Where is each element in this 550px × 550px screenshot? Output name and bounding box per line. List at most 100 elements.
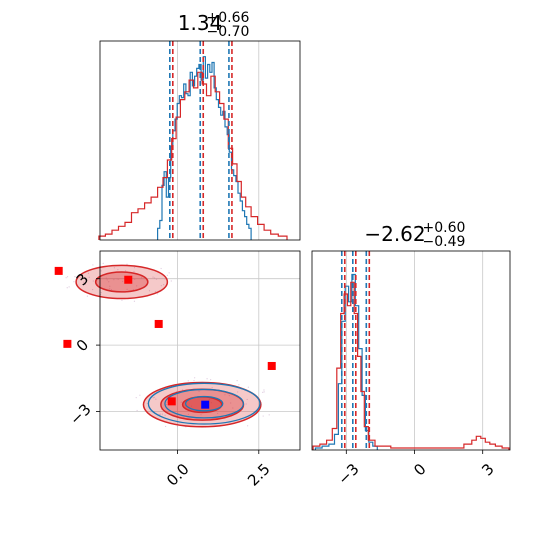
scatter-sample-dot [80, 277, 82, 279]
hist-panel-param1: 1.34 +0.66 −0.70 [98, 10, 301, 241]
scatter-sample-dot [122, 280, 124, 283]
scatter-sample-dot [159, 413, 161, 415]
hist1-title-sub: −0.70 [207, 24, 250, 40]
scatter-sample-dot [108, 281, 110, 283]
scatter-sample-dot [148, 290, 151, 292]
scatter-sample-dot [187, 413, 190, 415]
red-square-marker-5 [267, 361, 276, 370]
scatter-dots [65, 262, 270, 428]
scatter-sample-dot [84, 279, 86, 281]
scatter-sample-dot [161, 413, 163, 415]
scatter-sample-dot [263, 389, 265, 391]
hist1-frame [99, 40, 301, 241]
red-square-marker-4 [167, 397, 176, 406]
hist1-grid [177, 41, 260, 240]
scatter-sample-dot [136, 285, 138, 287]
scatter-sample-dot [153, 396, 155, 398]
hist1-title-sup: +0.66 [207, 10, 250, 26]
scatter-sample-dot [268, 414, 270, 416]
scatter-sample-dot [187, 380, 189, 382]
scatter-sample-dot [228, 395, 230, 397]
scatter-sample-dot [106, 279, 108, 281]
scatter-sample-dot [198, 390, 200, 392]
scatter-sample-dot [117, 269, 119, 271]
contour-red-c1-l0 [75, 264, 169, 300]
scatter-sample-dot [65, 277, 67, 279]
scatter-sample-dot [134, 278, 136, 280]
scatter-sample-dot [136, 409, 138, 412]
scatter-sample-dot [100, 270, 102, 272]
scatter-sample-dot [133, 270, 135, 273]
scatter-sample-dot [155, 398, 157, 400]
scatter-sample-dot [262, 415, 264, 417]
scatter-sample-dot [133, 267, 136, 269]
scatter-sample-dot [200, 414, 202, 416]
scatter-sample-dot [140, 277, 143, 279]
contour-blue-c0-l2 [184, 395, 224, 412]
scatter-sample-dot [100, 291, 102, 294]
scatter-sample-dot [87, 272, 90, 275]
contour-blue-c0-l0 [147, 382, 261, 425]
scatter-sample-dot [263, 391, 265, 393]
hist1-title-main: 1.34 [178, 11, 223, 35]
scatter-sample-dot [155, 278, 158, 280]
scatter-sample-dot [168, 272, 170, 274]
hist2-xtick-label--3: −3 [334, 460, 362, 488]
scatter-markers [54, 266, 276, 409]
scatter-sample-dot [166, 403, 168, 406]
scatter-sample-dot [113, 278, 115, 281]
blue-square-marker [201, 400, 210, 409]
scatter-sample-dot [83, 281, 85, 283]
red-square-marker-0 [54, 266, 63, 275]
hist2-title-sup: +0.60 [423, 220, 466, 236]
hist-line-red [312, 281, 510, 450]
hist2-xtick-label-3: 3 [478, 460, 497, 479]
scatter-sample-dot [247, 425, 249, 427]
contour-blue-c0-l1 [164, 388, 245, 419]
scatter-sample-dot [160, 267, 162, 270]
scatter-sample-dot [139, 394, 141, 396]
red-square-marker-2 [63, 339, 72, 348]
scatter-sample-dot [217, 412, 219, 415]
scatter-sample-dot [92, 264, 94, 266]
scatter-sample-dot [238, 384, 240, 386]
hist1-quantiles [169, 41, 233, 240]
scatter-sample-dot [224, 394, 226, 396]
scatter-sample-dot [180, 401, 182, 403]
red-square-marker-1 [124, 275, 133, 284]
scatter-sample-dot [230, 402, 232, 404]
scatter-sample-dot [194, 377, 196, 379]
contour-red-c1-l1 [94, 271, 149, 293]
scatter-sample-dot [163, 283, 165, 286]
scatter-sample-dot [154, 291, 157, 293]
scatter-sample-dot [210, 379, 212, 381]
hist2-grid [345, 251, 484, 450]
scatter-sample-dot [166, 401, 168, 403]
scatter-sample-dot [126, 288, 128, 290]
hist2-series-group [312, 273, 510, 450]
scatter-ytick-label--3: −3 [66, 400, 94, 428]
scatter-sample-dot [66, 276, 69, 278]
scatter-xtick-label-0: 0.0 [163, 460, 193, 490]
scatter-sample-dot [133, 300, 136, 302]
scatter-sample-dot [236, 379, 238, 382]
scatter-sample-dot [237, 391, 239, 393]
scatter-sample-dot [166, 274, 168, 276]
scatter-sample-dot [102, 262, 104, 264]
scatter-sample-dot [211, 387, 213, 389]
scatter-sample-dot [193, 380, 195, 382]
scatter-sample-dot [135, 397, 137, 399]
scatter-sample-dot [88, 276, 90, 278]
scatter-sample-dot [121, 299, 123, 301]
scatter-sample-dot [84, 283, 86, 285]
scatter-xtick-label-2p5: 2.5 [244, 460, 274, 490]
hist2-xtick-label-0: 0 [410, 460, 429, 479]
scatter-sample-dot [262, 391, 264, 393]
scatter-sample-dot [124, 270, 127, 272]
scatter-sample-dot [153, 277, 156, 279]
scatter-sample-dot [152, 276, 154, 278]
scatter-panel: 0.0 2.5 3 0 −3 [54, 250, 301, 490]
hist-line-red [98, 71, 288, 240]
scatter-sample-dot [113, 267, 115, 269]
